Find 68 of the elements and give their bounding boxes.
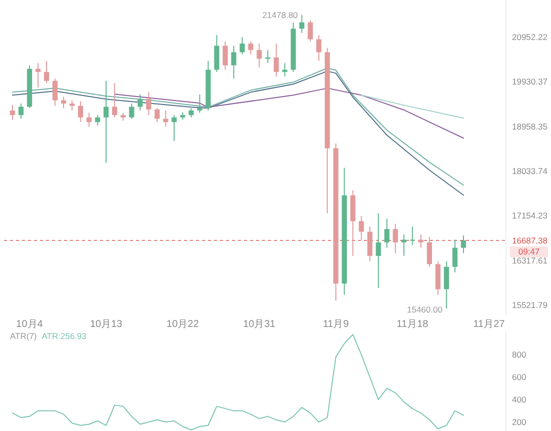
x-tick-label: 11月9 [322,319,350,330]
annotation: 15460.00 [406,304,443,315]
candlestick [401,234,406,256]
candlestick [231,45,236,80]
x-tick-label: 11月18 [396,319,429,330]
text: 09:47 [518,246,540,256]
candlestick [70,100,75,111]
candlestick [248,40,254,55]
y-tick-label: 400 [512,394,526,405]
candlestick [444,260,449,310]
candlestick [384,218,390,248]
y-tick-label: 600 [512,372,526,382]
x-tick-label: 10月4 [16,319,44,330]
candlestick [358,215,364,240]
line-series [114,88,464,139]
candlestick [10,104,16,120]
y-tick-label: 20952.22 [512,32,548,42]
candlestick [418,234,424,248]
y-tick-label: 200 [512,417,526,428]
candlestick [129,103,134,120]
candlestick [35,62,41,88]
y-tick-label: 17154.23 [512,210,548,221]
ref-line-label: 16687.38 [512,235,548,246]
x-tick-label: 10月13 [90,319,123,330]
y-tick-label: 15521.79 [512,300,548,310]
candlestick [240,36,245,55]
candlestick [104,80,109,164]
candlestick [410,226,415,246]
candlestick [188,108,194,118]
candlestick [392,223,398,254]
line-series [12,334,464,430]
candlestick [163,110,168,128]
x-tick-label: 10月22 [166,319,200,330]
candlestick [299,14,304,34]
candlestick [197,94,202,114]
candlestick [308,20,313,42]
candlestick [52,78,58,106]
candlestick [222,40,228,70]
candlestick [44,60,50,84]
x-tick-label: 10月31 [243,319,276,330]
x-tick-label: 11月27 [473,319,506,330]
y-tick-label: 800 [512,350,526,360]
candlestick [78,100,84,123]
candlestick [282,62,288,77]
y-tick-label: 18958.35 [512,121,548,132]
candlestick [86,112,92,128]
candlestick [172,114,177,142]
candlestick [460,234,466,254]
chart-title: ATR(7) [10,331,37,341]
candlestick [154,108,160,123]
candlestick [112,82,118,118]
candlestick [61,96,66,109]
y-tick-label: 16317.61 [512,255,548,266]
candlestick [18,103,24,120]
text: ATR:256.93 [42,331,87,341]
candlestick [316,34,322,62]
candlestick [256,43,262,68]
y-tick-label: 19930.37 [512,76,548,87]
candlestick [376,212,381,289]
candlestick [274,43,279,77]
y-tick-label: 18033.74 [512,166,548,176]
candlestick [214,34,220,72]
candlestick [146,92,152,116]
candlestick [426,236,432,268]
annotation: 21478.80 [262,10,298,20]
candlestick [138,94,143,111]
candlestick [452,239,458,273]
candlestick [95,114,100,126]
